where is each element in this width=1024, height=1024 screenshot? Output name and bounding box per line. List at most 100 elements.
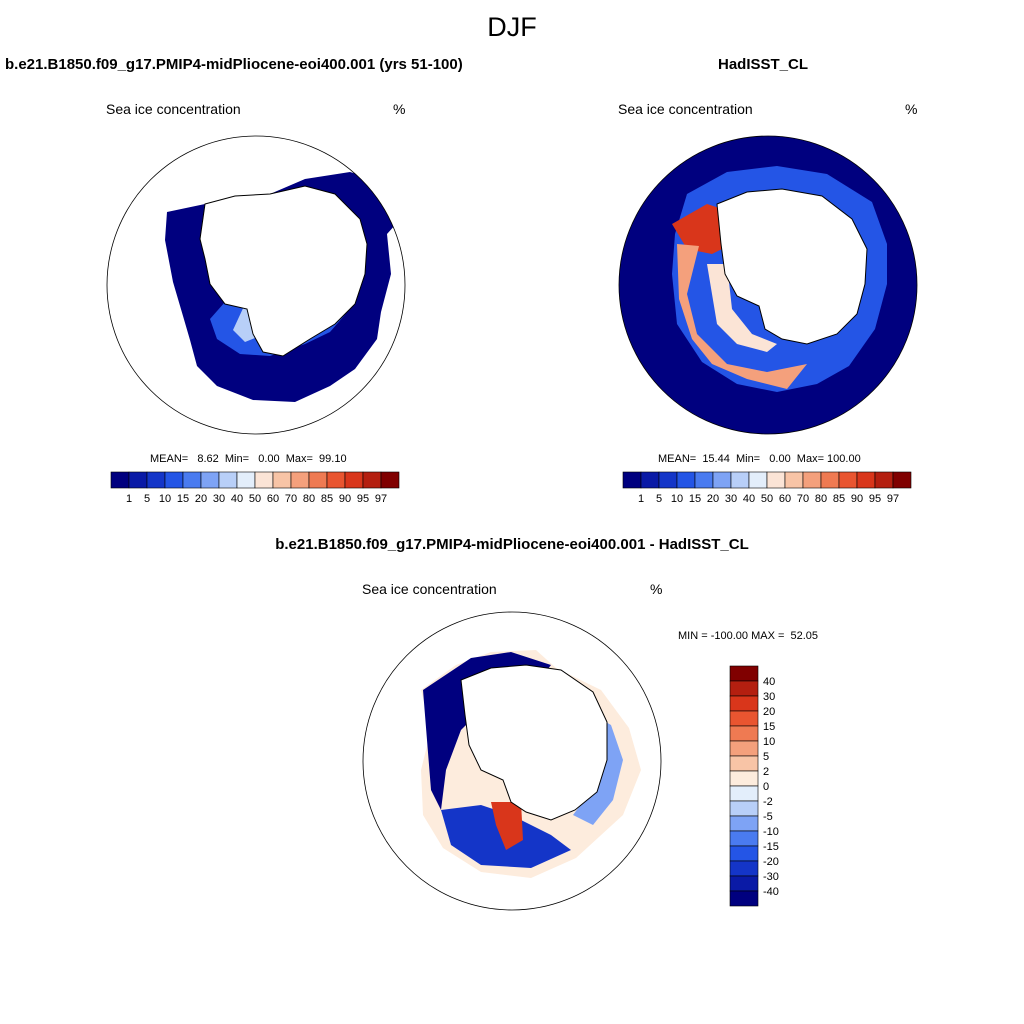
panel-1-map-border <box>106 135 406 435</box>
panel-1-stats: MEAN= 8.62 Min= 0.00 Max= 99.10 <box>150 453 347 465</box>
colorbar-tick-label: 90 <box>851 493 863 505</box>
colorbar-tick-label: 30 <box>763 691 775 703</box>
panel-2-stats: MEAN= 15.44 Min= 0.00 Max= 100.00 <box>658 453 861 465</box>
colorbar-tick-label: 5 <box>144 493 150 505</box>
panel-1-map <box>106 135 406 435</box>
colorbar-tick-label: -2 <box>763 796 773 808</box>
colorbar-tick-label: 70 <box>797 493 809 505</box>
panel-3-title: b.e21.B1850.f09_g17.PMIP4-midPliocene-eo… <box>275 536 749 553</box>
colorbar-box <box>694 471 714 489</box>
colorbar-box <box>676 471 696 489</box>
colorbar-box <box>308 471 328 489</box>
colorbar-box <box>272 471 292 489</box>
colorbar-tick-label: 80 <box>815 493 827 505</box>
colorbar-box <box>640 471 660 489</box>
colorbar-box <box>729 770 759 787</box>
colorbar-box <box>128 471 148 489</box>
colorbar-tick-label: 90 <box>339 493 351 505</box>
panel-2-variable: Sea ice concentration <box>618 101 753 117</box>
colorbar-tick-label: 20 <box>763 706 775 718</box>
colorbar-tick-label: 70 <box>285 493 297 505</box>
colorbar-box <box>856 471 876 489</box>
colorbar-tick-label: 20 <box>195 493 207 505</box>
colorbar-box <box>254 471 274 489</box>
colorbar-box <box>820 471 840 489</box>
panel-2-colorbar: 1 5 10 15 20 30 40 50 60 70 80 85 90 95 97 <box>622 471 912 505</box>
season-title: DJF <box>487 12 537 42</box>
colorbar-tick-label: 85 <box>321 493 333 505</box>
colorbar-tick-label: 5 <box>763 751 769 763</box>
colorbar-tick-label: 10 <box>763 736 775 748</box>
colorbar-box <box>729 800 759 817</box>
colorbar-tick-label: 10 <box>159 493 171 505</box>
colorbar-box <box>729 890 759 907</box>
panel-1-title: b.e21.B1850.f09_g17.PMIP4-midPliocene-eo… <box>5 56 463 73</box>
colorbar-tick-label: 2 <box>763 766 769 778</box>
panel-2-units: % <box>905 101 918 117</box>
colorbar-tick-label: 40 <box>763 676 775 688</box>
colorbar-box <box>182 471 202 489</box>
colorbar-box <box>729 695 759 712</box>
colorbar-box <box>784 471 804 489</box>
colorbar-box <box>146 471 166 489</box>
panel-1-units: % <box>393 101 406 117</box>
colorbar-box <box>729 740 759 757</box>
colorbar-box <box>200 471 220 489</box>
colorbar-box <box>729 725 759 742</box>
diff-positive-peak <box>491 802 523 850</box>
colorbar-tick-label: 10 <box>671 493 683 505</box>
colorbar-tick-label: -10 <box>763 826 779 838</box>
colorbar-box <box>802 471 822 489</box>
panel-1-variable: Sea ice concentration <box>106 101 241 117</box>
colorbar-box <box>729 875 759 892</box>
colorbar-box <box>892 471 912 489</box>
colorbar-box <box>236 471 256 489</box>
colorbar-box <box>110 471 130 489</box>
ice-low-conc <box>707 264 777 352</box>
colorbar-tick-label: 60 <box>779 493 791 505</box>
colorbar-tick-label: 95 <box>869 493 881 505</box>
panel-3-map <box>362 611 662 911</box>
colorbar-box <box>838 471 858 489</box>
colorbar-tick-label: 0 <box>763 781 769 793</box>
colorbar-box <box>730 471 750 489</box>
colorbar-box <box>729 830 759 847</box>
colorbar-box <box>164 471 184 489</box>
colorbar-box <box>766 471 786 489</box>
panel-2-map <box>618 135 918 435</box>
colorbar-box <box>326 471 346 489</box>
colorbar-tick-label: 40 <box>231 493 243 505</box>
colorbar-box <box>380 471 400 489</box>
colorbar-box <box>729 665 759 682</box>
colorbar-box <box>729 815 759 832</box>
colorbar-box <box>290 471 310 489</box>
colorbar-box <box>748 471 768 489</box>
panel-3-map-border <box>362 611 662 911</box>
colorbar-tick-label: -5 <box>763 811 773 823</box>
colorbar-box <box>729 860 759 877</box>
colorbar-tick-label: 40 <box>743 493 755 505</box>
colorbar-box <box>218 471 238 489</box>
colorbar-tick-label: 50 <box>761 493 773 505</box>
colorbar-box <box>362 471 382 489</box>
colorbar-tick-label: 15 <box>689 493 701 505</box>
panel-3-units: % <box>650 581 663 597</box>
colorbar-tick-label: 97 <box>375 493 387 505</box>
colorbar-box <box>874 471 894 489</box>
colorbar-tick-label: 50 <box>249 493 261 505</box>
panel-1-colorbar: 1 5 10 15 20 30 40 50 60 70 80 85 90 95 97 <box>110 471 400 505</box>
colorbar-tick-label: 15 <box>763 721 775 733</box>
diff-negative-east <box>573 705 623 825</box>
colorbar-tick-label: 60 <box>267 493 279 505</box>
panel-2-title: HadISST_CL <box>718 56 809 73</box>
colorbar-tick-label: 95 <box>357 493 369 505</box>
colorbar-tick-label: 20 <box>707 493 719 505</box>
colorbar-tick-label: 30 <box>725 493 737 505</box>
panel-2-map-border <box>618 135 918 435</box>
colorbar-tick-label: 80 <box>303 493 315 505</box>
colorbar-box <box>729 845 759 862</box>
colorbar-box <box>658 471 678 489</box>
colorbar-tick-label: 1 <box>126 493 132 505</box>
colorbar-tick-label: 85 <box>833 493 845 505</box>
